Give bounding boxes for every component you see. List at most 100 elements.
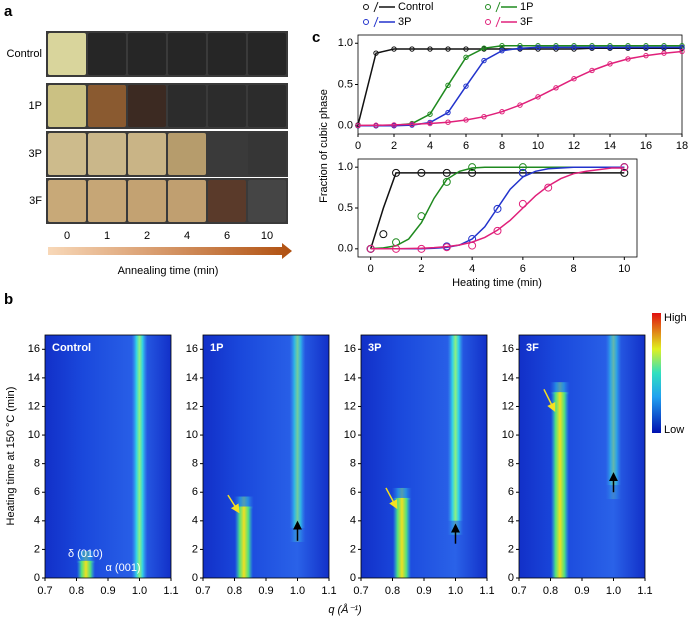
cubic-xlabel: Heating time (min) (452, 277, 542, 289)
colorbar-high: High (664, 312, 687, 324)
sample-photo (208, 180, 246, 222)
y-tick-label: 14 (28, 372, 40, 384)
heatmap-alpha-band (131, 335, 148, 578)
data-point (679, 48, 685, 55)
y-tick-label: 16 (502, 343, 514, 355)
y-tick-label: 6 (34, 486, 40, 498)
sample-photo (168, 133, 206, 175)
y-tick-label: 6 (192, 486, 198, 498)
legend-slash (495, 1, 501, 13)
sample-photo (168, 180, 206, 222)
y-tick-label: 10 (344, 429, 356, 441)
y-tick-label: 10 (28, 429, 40, 441)
x-tick-label: 0.8 (227, 585, 242, 597)
sample-photo (88, 133, 126, 175)
time-label: 2 (144, 230, 150, 242)
heatmap-delta-band (392, 497, 411, 578)
y-tick-label: 6 (350, 486, 356, 498)
y-tick-label: 0.0 (338, 243, 353, 255)
data-point (518, 199, 527, 208)
data-point (643, 52, 649, 59)
data-point (463, 117, 469, 123)
heatmap-title: 3P (368, 342, 381, 354)
legend-label: 3P (398, 16, 411, 28)
data-point (625, 56, 631, 62)
legend-slash (373, 16, 379, 28)
x-tick-label: 18 (676, 140, 688, 152)
data-point (661, 50, 667, 56)
x-tick-label: 12 (568, 140, 580, 152)
x-tick-label: 0.9 (416, 585, 431, 597)
time-label: 10 (261, 230, 273, 242)
data-point (661, 44, 667, 51)
x-tick-label: 0 (355, 140, 361, 152)
series-line (357, 50, 683, 127)
data-point (391, 122, 397, 128)
y-tick-label: 16 (344, 343, 356, 355)
plot-frame (357, 34, 683, 135)
x-tick-label: 0.9 (100, 585, 115, 597)
data-point (643, 44, 649, 51)
data-point (620, 168, 629, 177)
heatmap-alpha-band (605, 335, 622, 486)
heatmap-bg (203, 335, 329, 578)
x-tick-label: 0.8 (543, 585, 558, 597)
x-tick-label: 0.9 (258, 585, 273, 597)
photo-row-bg (46, 83, 288, 129)
x-tick-label: 0.7 (353, 585, 368, 597)
y-tick-label: 1.0 (338, 37, 353, 49)
sample-photo (88, 180, 126, 222)
data-point (392, 238, 401, 247)
data-point (445, 46, 451, 52)
data-point (589, 44, 595, 51)
heatmap-annotation: δ (010) (68, 548, 103, 560)
y-tick-label: 16 (28, 343, 40, 355)
data-point (481, 45, 487, 51)
data-point (427, 111, 433, 117)
y-tick-label: 16 (186, 343, 198, 355)
y-tick-label: 8 (508, 458, 514, 470)
y-tick-label: 0.0 (338, 120, 353, 132)
sample-photo (248, 133, 286, 175)
row-label: 3F (29, 195, 42, 207)
y-tick-label: 2 (192, 543, 198, 555)
sample-photo (208, 85, 246, 127)
data-point (499, 43, 505, 49)
x-tick-label: 1.1 (321, 585, 336, 597)
x-tick-label: 10 (618, 263, 630, 275)
x-tick-label: 2 (391, 140, 397, 152)
photo-row-bg (46, 178, 288, 224)
y-tick-label: 2 (508, 543, 514, 555)
heatmap-title: 1P (210, 342, 223, 354)
time-label: 1 (104, 230, 110, 242)
data-point (620, 163, 629, 172)
x-tick-label: 1.1 (163, 585, 178, 597)
y-tick-label: 10 (502, 429, 514, 441)
data-point (607, 61, 613, 67)
heatmap-bg (519, 335, 645, 578)
legend-label: 1P (520, 1, 533, 13)
cubic-ylabel: Fraction of cubic phase (318, 89, 330, 203)
time-label: 6 (224, 230, 230, 242)
x-tick-label: 6 (463, 140, 469, 152)
y-tick-label: 6 (508, 486, 514, 498)
data-point (417, 244, 426, 253)
x-tick-label: 1.1 (637, 585, 652, 597)
heatmap-annotation: α (001) (106, 562, 141, 574)
colorbar-low: Low (664, 424, 684, 436)
x-tick-label: 1.0 (290, 585, 305, 597)
legend-marker (485, 4, 491, 10)
x-tick-label: 1.1 (479, 585, 494, 597)
y-tick-label: 0 (192, 572, 198, 584)
annealing-arrow (48, 243, 292, 259)
x-tick-label: 4 (469, 263, 475, 275)
data-point (392, 168, 401, 177)
x-tick-label: 4 (427, 140, 433, 152)
legend-label: 3F (520, 16, 533, 28)
heatmap-title: 3F (526, 342, 539, 354)
sample-photo (48, 33, 86, 75)
y-tick-label: 0 (508, 572, 514, 584)
x-tick-label: 2 (418, 263, 424, 275)
x-tick-label: 1.0 (606, 585, 621, 597)
